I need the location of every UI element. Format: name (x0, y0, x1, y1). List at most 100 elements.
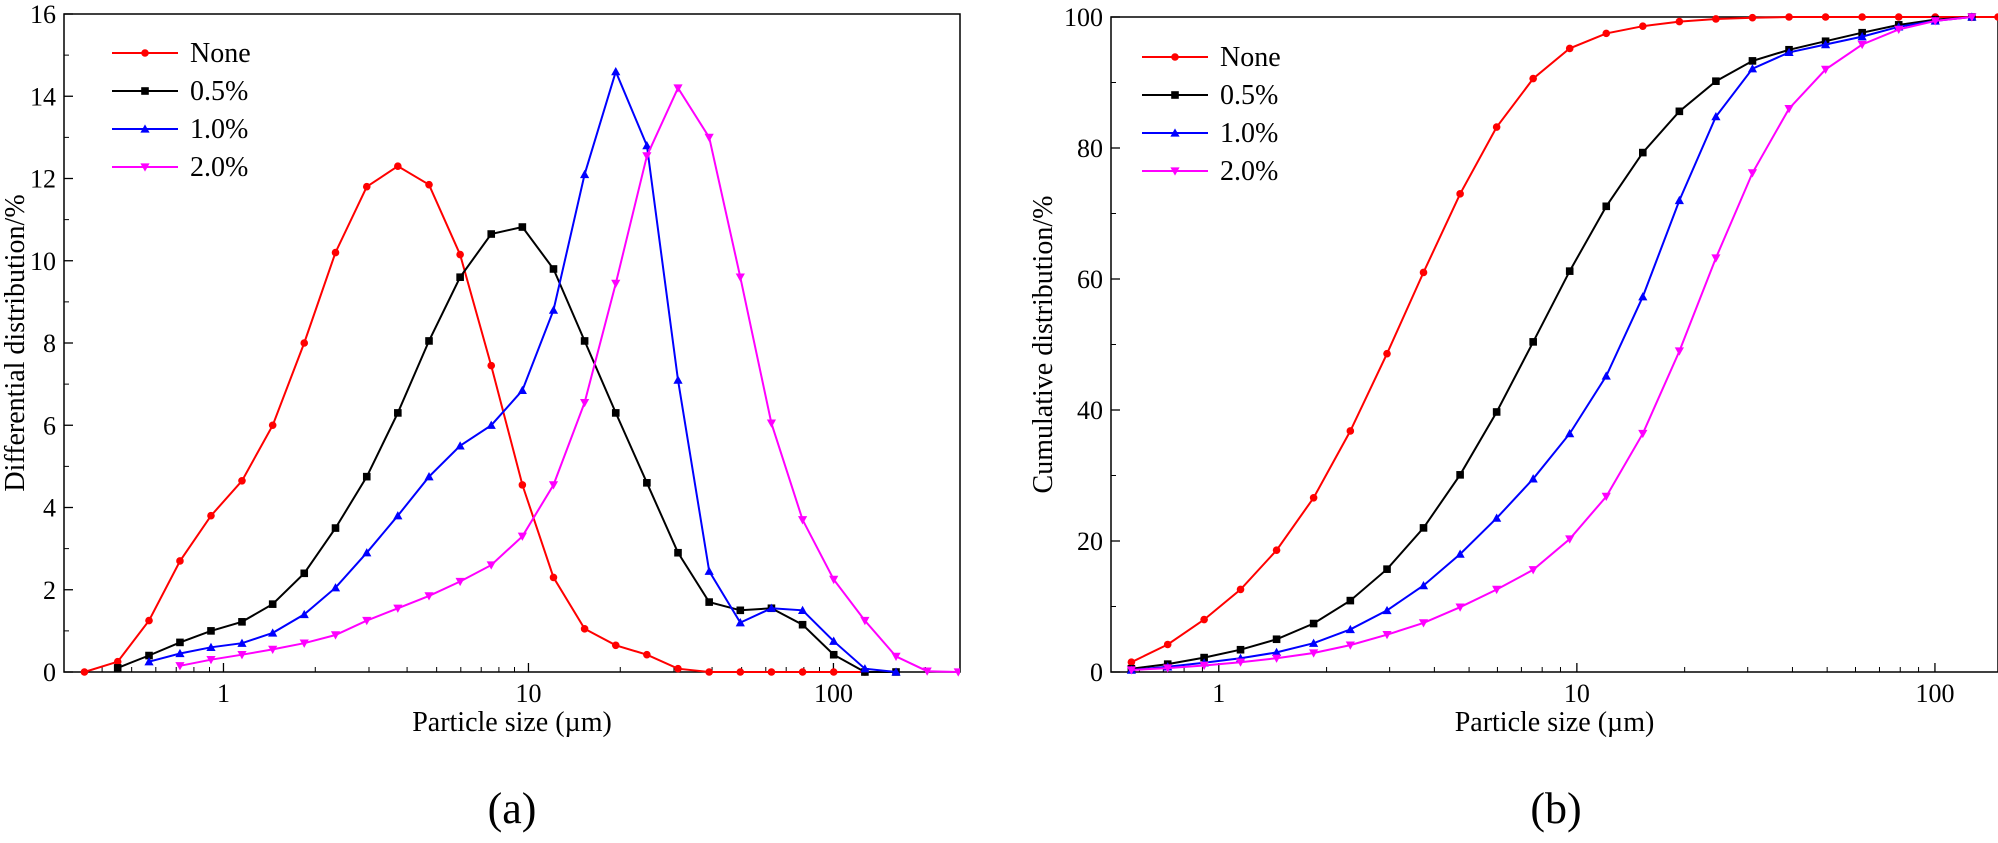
data-point (1712, 77, 1720, 85)
x-axis-label: Particle size (µm) (412, 707, 612, 738)
data-point (860, 664, 870, 673)
data-point (1638, 22, 1647, 30)
data-point (1601, 371, 1611, 380)
x-tick-label: 1 (217, 679, 230, 708)
data-point (1784, 105, 1794, 114)
data-point (1236, 645, 1245, 654)
y-tick-label: 16 (30, 0, 56, 29)
data-point (767, 668, 776, 676)
data-point (206, 655, 216, 665)
data-point (549, 573, 558, 582)
series-none (1127, 13, 1998, 666)
data-point (1419, 524, 1428, 532)
data-point (1967, 13, 1977, 22)
data-point (1784, 47, 1794, 57)
legend-item: None (1142, 42, 1281, 73)
data-point (798, 668, 807, 676)
data-point (1346, 427, 1355, 435)
data-point (1345, 624, 1355, 634)
data-point (518, 481, 527, 489)
data-point (424, 472, 434, 481)
data-point (1235, 658, 1246, 667)
legend-marker (140, 124, 150, 133)
data-point (144, 657, 154, 666)
data-point (642, 141, 652, 150)
legend-label: 0.5% (1220, 80, 1278, 111)
legend-marker (141, 87, 149, 95)
chart-a: 1 10 100 0 2 4 6 8 10 12 14 16 Particle size (µm) Dif… (0, 0, 961, 833)
data-point (1857, 40, 1867, 50)
panel-label: (a) (488, 784, 537, 833)
series-line (1130, 16, 1998, 664)
data-point (237, 638, 247, 647)
series-line (117, 225, 896, 673)
data-point (1271, 654, 1282, 663)
data-point (238, 618, 246, 626)
series-line (1131, 16, 1972, 670)
data-point (829, 575, 839, 585)
data-point (268, 645, 278, 654)
series-1-0- (144, 66, 901, 676)
data-point (331, 248, 340, 257)
data-point (1748, 57, 1757, 65)
legend-marker (1170, 128, 1180, 137)
data-point (829, 668, 838, 676)
legend-label: 2.0% (1220, 156, 1278, 187)
y-axis-label: Differential distribution/% (0, 194, 31, 491)
x-axis-label: Particle size (µm) (1455, 707, 1655, 738)
data-point (1857, 32, 1867, 41)
data-point (176, 557, 184, 565)
series-none (80, 162, 869, 676)
y-tick-label: 60 (1077, 265, 1103, 294)
data-point (736, 606, 745, 615)
data-point (1565, 428, 1575, 438)
data-point (1821, 13, 1830, 21)
x-tick-label: 10 (1564, 679, 1590, 708)
data-point (424, 592, 434, 601)
legend-marker (141, 49, 149, 57)
legend-marker (140, 163, 150, 172)
data-point (548, 305, 559, 314)
data-point (1309, 493, 1318, 502)
y-tick-label: 4 (43, 494, 56, 523)
legend-label: 1.0% (190, 114, 248, 145)
data-point (517, 532, 527, 541)
series-line (1131, 16, 1973, 671)
data-point (1383, 349, 1391, 358)
y-tick-label: 0 (1090, 658, 1103, 687)
data-point (175, 648, 185, 658)
data-point (425, 180, 433, 189)
data-point (1638, 429, 1648, 439)
y-tick-label: 6 (43, 411, 56, 440)
data-point (1382, 605, 1392, 615)
data-point (674, 664, 682, 673)
series-line (84, 165, 865, 673)
data-point (1602, 29, 1611, 38)
data-point (1675, 107, 1684, 116)
legend-label: None (190, 38, 251, 69)
data-point (642, 152, 652, 161)
data-point (1638, 148, 1647, 157)
data-point (145, 616, 153, 625)
data-point (1492, 585, 1502, 595)
data-point (611, 641, 620, 650)
data-point (299, 639, 309, 648)
data-point (1820, 39, 1831, 49)
data-point (299, 609, 309, 619)
data-point (1419, 268, 1428, 277)
legend-item: 2.0% (1142, 156, 1278, 187)
data-point (766, 603, 777, 612)
data-point (1346, 596, 1355, 605)
data-point (330, 583, 341, 592)
data-point (1418, 580, 1429, 590)
legend-item: None (112, 38, 251, 69)
data-point (1747, 64, 1758, 73)
y-tick-label: 20 (1077, 527, 1103, 556)
data-point (176, 638, 184, 647)
data-point (1930, 17, 1940, 26)
data-point (1199, 661, 1209, 671)
data-point (953, 668, 960, 677)
data-point (1529, 338, 1537, 346)
series-line (1131, 16, 1973, 671)
